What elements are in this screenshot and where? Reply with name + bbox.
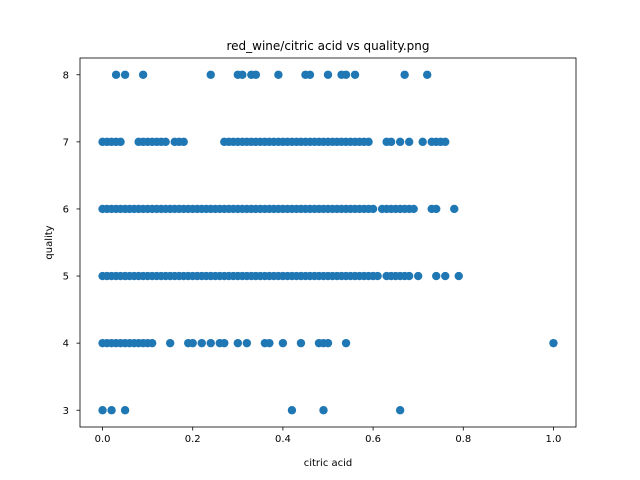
data-point bbox=[120, 406, 130, 415]
x-axis-label: citric acid bbox=[304, 458, 353, 469]
data-point bbox=[120, 70, 130, 79]
data-point bbox=[364, 137, 373, 147]
data-point bbox=[400, 70, 409, 79]
data-point bbox=[305, 70, 315, 79]
y-axis-label: quality bbox=[44, 225, 55, 259]
data-point bbox=[161, 137, 170, 147]
data-point bbox=[373, 271, 382, 281]
x-tick-label: 1.0 bbox=[546, 434, 562, 445]
data-point bbox=[287, 406, 297, 415]
data-point bbox=[98, 406, 107, 415]
y-tick-label: 3 bbox=[63, 406, 69, 417]
x-tick-label: 0.4 bbox=[275, 434, 291, 445]
y-axis-ticks: 3 4 5 6 7 8 bbox=[63, 70, 80, 417]
data-point bbox=[432, 204, 441, 214]
data-point bbox=[274, 70, 283, 79]
x-tick-label: 0.0 bbox=[95, 434, 111, 445]
data-point bbox=[441, 271, 450, 281]
data-point bbox=[107, 406, 116, 415]
data-point bbox=[386, 137, 396, 147]
data-point bbox=[220, 338, 229, 348]
data-point bbox=[395, 406, 405, 415]
data-point bbox=[206, 338, 215, 348]
data-point bbox=[350, 70, 360, 79]
data-point bbox=[238, 70, 247, 79]
data-point bbox=[368, 204, 378, 214]
x-tick-label: 0.2 bbox=[185, 434, 201, 445]
data-point bbox=[147, 338, 157, 348]
data-point bbox=[450, 204, 459, 214]
data-point bbox=[418, 137, 427, 147]
data-point bbox=[404, 271, 414, 281]
data-point bbox=[323, 70, 333, 79]
chart-title: red_wine/citric acid vs quality.png bbox=[226, 39, 429, 53]
data-point bbox=[323, 338, 333, 348]
plot-area bbox=[80, 58, 576, 427]
data-point bbox=[111, 70, 121, 79]
data-point bbox=[454, 271, 463, 281]
y-tick-label: 5 bbox=[63, 272, 69, 283]
data-point bbox=[395, 137, 405, 147]
y-tick-label: 8 bbox=[63, 70, 69, 81]
data-point bbox=[409, 204, 418, 214]
data-point bbox=[296, 338, 306, 348]
x-axis-ticks: 0.0 0.2 0.4 0.6 0.8 1.0 bbox=[95, 427, 562, 445]
data-point bbox=[138, 70, 148, 79]
data-point bbox=[404, 137, 414, 147]
data-point bbox=[341, 70, 351, 79]
data-point bbox=[116, 137, 125, 147]
data-point bbox=[197, 338, 206, 348]
y-tick-label: 6 bbox=[63, 205, 69, 216]
data-point bbox=[278, 338, 288, 348]
y-tick-label: 4 bbox=[63, 339, 69, 350]
data-point bbox=[179, 137, 188, 147]
x-tick-label: 0.8 bbox=[455, 434, 471, 445]
data-point bbox=[319, 406, 328, 415]
y-tick-label: 7 bbox=[63, 137, 69, 148]
data-point bbox=[341, 338, 351, 348]
data-point bbox=[441, 137, 450, 147]
x-tick-label: 0.6 bbox=[365, 434, 381, 445]
data-point bbox=[423, 70, 432, 79]
data-point bbox=[165, 338, 175, 348]
data-point bbox=[413, 271, 423, 281]
data-point bbox=[549, 338, 558, 348]
data-point bbox=[265, 338, 274, 348]
data-point bbox=[233, 338, 243, 348]
data-point bbox=[251, 70, 261, 79]
data-point bbox=[432, 271, 441, 281]
scatter-points bbox=[98, 70, 558, 415]
data-point bbox=[188, 338, 197, 348]
data-point bbox=[242, 338, 252, 348]
plot-frame bbox=[79, 57, 577, 428]
data-point bbox=[206, 70, 215, 79]
